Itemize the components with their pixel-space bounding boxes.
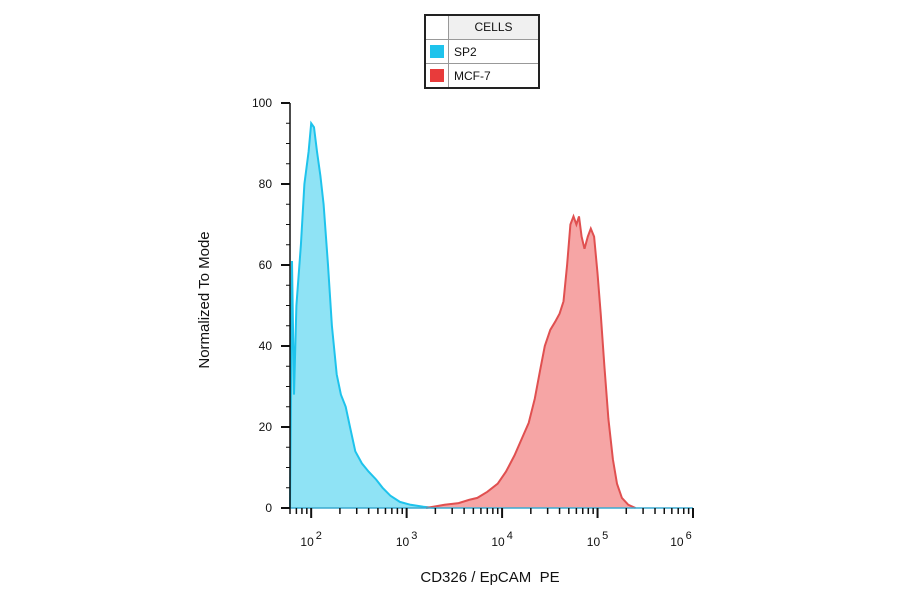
legend-label-mcf7: MCF-7 [454, 68, 491, 83]
x-tick-label: 10 5 [587, 530, 608, 549]
series-fill-sp2 [290, 123, 436, 509]
legend-swatch-cell-sp2 [426, 40, 449, 63]
y-tick-label: 40 [259, 339, 273, 353]
x-tick-label: 10 3 [396, 530, 417, 549]
y-tick-label: 100 [252, 96, 272, 110]
y-axis-label: Normalized To Mode [196, 231, 213, 368]
legend-label-sp2: SP2 [454, 44, 477, 59]
legend-swatch-mcf7 [430, 69, 444, 82]
legend-swatch-cell-mcf7 [426, 64, 449, 87]
y-tick-label: 60 [259, 258, 273, 272]
x-axis-label: CD326 / EpCAM PE [420, 569, 559, 586]
x-tick-label: 10 4 [491, 530, 512, 549]
series-line-mcf7 [425, 213, 636, 509]
axes-layer: 0 20 40 60 80 100 10 2 10 3 10 4 10 5 10 6 [252, 96, 694, 549]
series-layer [289, 120, 636, 509]
legend-item-mcf7: MCF-7 [426, 63, 538, 87]
x-tick-label: 10 6 [670, 530, 691, 549]
legend-title: CELLS [449, 16, 538, 39]
legend-swatch-sp2 [430, 45, 444, 58]
series-line-sp2 [289, 120, 436, 509]
x-tick-label: 10 2 [300, 530, 321, 549]
legend-header-spacer [426, 16, 449, 39]
y-tick-label: 80 [259, 177, 273, 191]
y-tick-label: 20 [259, 420, 273, 434]
series-fill-mcf7 [426, 216, 636, 508]
legend-header: CELLS [426, 16, 538, 39]
y-tick-label: 0 [265, 501, 272, 515]
legend: CELLS SP2 MCF-7 [424, 14, 540, 89]
legend-item-sp2: SP2 [426, 39, 538, 63]
